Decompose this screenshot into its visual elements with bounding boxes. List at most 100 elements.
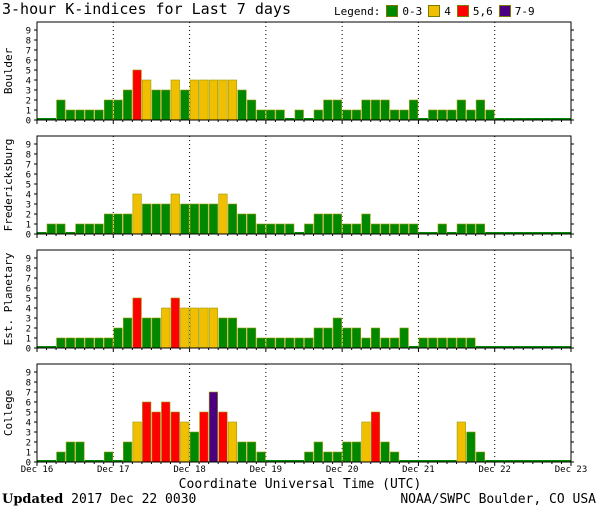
x-axis-label: Coordinate Universal Time (UTC) — [178, 477, 422, 492]
y-tick-label: 0 — [26, 345, 31, 355]
y-tick-label: 1 — [26, 221, 31, 231]
k-index-bar — [447, 109, 457, 121]
k-index-bar — [180, 421, 190, 463]
k-index-bar — [390, 109, 400, 121]
k-index-bar — [75, 109, 85, 121]
legend-item-7-9: 7-9 — [498, 5, 535, 18]
k-index-bar — [65, 337, 75, 349]
k-index-bar — [313, 213, 323, 235]
k-index-bar — [304, 118, 314, 120]
legend-item-0-3: 0-3 — [386, 5, 422, 18]
k-index-bar — [561, 460, 571, 462]
k-index-bar — [132, 69, 142, 121]
k-index-bar — [227, 203, 238, 235]
k-index-bar — [323, 99, 333, 121]
k-index-bar — [447, 460, 457, 462]
legend-item-4: 4 — [428, 5, 451, 18]
y-tick-label: 5 — [26, 295, 31, 305]
x-tick-label: Dec 22 — [478, 465, 511, 475]
legend-swatch-red — [456, 5, 469, 17]
y-tick-label: 5 — [26, 67, 31, 77]
k-index-bar — [542, 460, 552, 462]
k-index-bar — [266, 223, 276, 235]
k-index-bar — [342, 223, 352, 235]
k-index-bar — [46, 118, 57, 120]
k-index-bar — [342, 327, 352, 349]
k-index-bar — [428, 109, 438, 121]
k-index-bar — [266, 337, 276, 349]
k-index-bar — [170, 79, 180, 121]
y-tick-label: 3 — [26, 87, 31, 97]
k-index-bar — [218, 193, 228, 235]
y-tick-label: 7 — [26, 389, 31, 399]
k-index-bar — [142, 79, 152, 121]
k-index-bar — [275, 109, 285, 121]
x-tick-label: Dec 20 — [326, 465, 359, 475]
k-index-bar — [370, 411, 381, 463]
k-index-bar — [304, 451, 314, 463]
legend-label: Legend: — [334, 4, 381, 18]
k-index-bar — [275, 337, 285, 349]
k-index-bar — [370, 327, 381, 349]
k-index-bar — [189, 431, 199, 463]
y-tick-label: 9 — [26, 255, 31, 265]
panel-frame — [36, 363, 572, 463]
k-index-bar — [275, 223, 285, 235]
k-index-bar — [456, 99, 466, 121]
k-index-bar — [342, 441, 352, 463]
k-index-bar — [151, 203, 161, 235]
k-index-bar — [170, 193, 180, 235]
k-index-bar — [208, 391, 218, 463]
k-index-bar — [437, 337, 447, 349]
k-index-bar — [161, 203, 171, 235]
k-index-bar — [170, 411, 180, 463]
k-index-bar — [256, 109, 266, 121]
k-index-bar — [56, 223, 66, 235]
k-index-bar — [180, 307, 190, 349]
k-index-bar — [84, 109, 95, 121]
y-tick-label: 9 — [26, 141, 31, 151]
k-index-bar — [313, 327, 323, 349]
k-index-bar — [313, 441, 323, 463]
k-index-bar — [323, 327, 333, 349]
k-index-bar — [561, 346, 571, 348]
k-index-bar — [189, 203, 199, 235]
k-index-bar — [390, 223, 400, 235]
k-index-bar — [408, 346, 419, 348]
x-tick-label: Dec 17 — [97, 465, 130, 475]
k-index-bar — [94, 223, 104, 235]
k-index-bar — [246, 213, 257, 235]
k-index-bar — [399, 109, 409, 121]
k-index-bar — [103, 451, 114, 463]
k-index-bar — [189, 79, 199, 121]
k-index-bar — [123, 89, 133, 121]
k-index-bar — [561, 232, 571, 234]
k-index-bar — [485, 460, 495, 462]
k-index-bar — [275, 460, 285, 462]
k-index-bar — [284, 460, 295, 462]
y-tick-label: 8 — [26, 151, 31, 161]
legend-swatch-green — [386, 5, 399, 17]
k-index-bar — [218, 317, 228, 349]
updated-stamp: Updated 2017 Dec 22 0030 — [2, 492, 196, 507]
k-index-bar — [142, 317, 152, 349]
y-tick-label: 5 — [26, 181, 31, 191]
k-index-bar — [208, 203, 218, 235]
k-index-bar — [46, 460, 57, 462]
y-axis-label: Boulder — [2, 47, 15, 94]
k-index-bar — [237, 213, 247, 235]
k-index-bar — [447, 232, 457, 234]
k-index-bar — [246, 99, 257, 121]
k-index-bar — [161, 307, 171, 349]
k-index-bar — [113, 327, 123, 349]
k-index-bar — [113, 99, 123, 121]
k-index-bar — [56, 337, 66, 349]
k-index-bar — [513, 346, 524, 348]
y-tick-label: 4 — [26, 419, 31, 429]
y-tick-label: 0 — [26, 117, 31, 127]
k-index-bar — [237, 441, 247, 463]
k-index-bar — [246, 327, 257, 349]
k-index-bar — [361, 99, 371, 121]
